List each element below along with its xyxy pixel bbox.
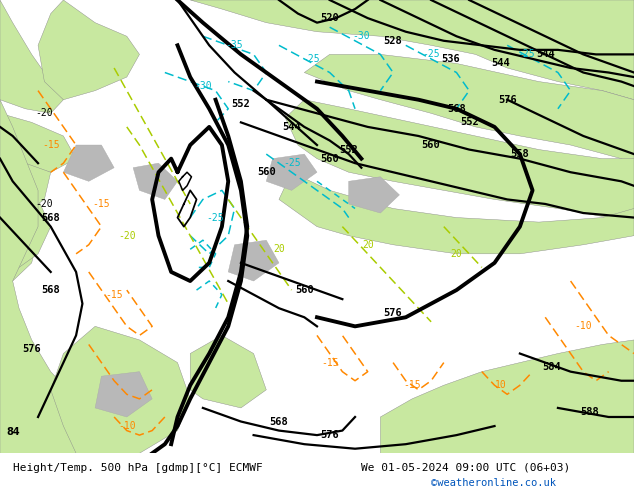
Text: -25: -25 [517,49,535,59]
Polygon shape [304,54,634,168]
Polygon shape [133,163,178,199]
Text: 544: 544 [491,58,510,69]
Text: 560: 560 [257,167,276,177]
Text: 584: 584 [542,362,561,372]
Text: 576: 576 [498,95,517,105]
Text: -25: -25 [422,49,440,59]
Text: -30: -30 [194,81,212,91]
Text: -20: -20 [36,108,53,118]
Text: -30: -30 [353,31,370,41]
Text: 558: 558 [510,149,529,159]
Polygon shape [349,177,399,213]
Text: We 01-05-2024 09:00 UTC (06+03): We 01-05-2024 09:00 UTC (06+03) [361,463,571,473]
Polygon shape [190,0,634,99]
Text: 544: 544 [536,49,555,59]
Polygon shape [38,0,139,99]
Text: 20: 20 [273,245,285,254]
Text: Height/Temp. 500 hPa [gdmp][°C] ECMWF: Height/Temp. 500 hPa [gdmp][°C] ECMWF [13,463,262,473]
Text: 560: 560 [320,154,339,164]
Polygon shape [285,99,634,218]
Text: 560: 560 [295,285,314,295]
Text: 568: 568 [41,285,60,295]
Text: 552: 552 [460,118,479,127]
Polygon shape [0,99,95,453]
Text: 568: 568 [41,213,60,222]
Text: 560: 560 [422,140,441,150]
Text: -25: -25 [207,213,224,222]
Text: -20: -20 [118,231,136,241]
Text: 544: 544 [282,122,301,132]
Text: -15: -15 [93,199,110,209]
Polygon shape [0,172,51,281]
Text: 568: 568 [269,416,288,426]
Polygon shape [190,335,266,408]
Text: -15: -15 [42,140,60,150]
Text: 552: 552 [339,145,358,154]
Polygon shape [380,340,634,453]
Polygon shape [266,154,317,191]
Polygon shape [279,172,634,254]
Text: 576: 576 [320,430,339,440]
Text: 576: 576 [22,344,41,354]
Text: -10: -10 [118,421,136,431]
Polygon shape [0,204,38,294]
Text: ©weatheronline.co.uk: ©weatheronline.co.uk [431,478,556,488]
Text: 520: 520 [320,13,339,23]
Text: -10: -10 [574,321,592,331]
Text: -25: -25 [302,54,320,64]
Text: 552: 552 [231,99,250,109]
Text: 528: 528 [384,36,403,46]
Text: -15: -15 [105,290,123,299]
Polygon shape [51,326,190,453]
Text: 10: 10 [495,380,507,390]
Text: 588: 588 [580,408,599,417]
Text: -15: -15 [321,358,339,368]
Polygon shape [0,113,76,172]
Text: -15: -15 [403,380,421,390]
Polygon shape [0,145,51,226]
Text: 576: 576 [384,308,403,318]
Text: 20: 20 [451,249,462,259]
Text: 568: 568 [447,104,466,114]
Text: 536: 536 [441,54,460,64]
Polygon shape [228,240,279,281]
Polygon shape [95,371,152,417]
Polygon shape [63,145,114,181]
Text: 20: 20 [362,240,373,250]
Polygon shape [0,0,63,113]
Text: -35: -35 [226,40,243,50]
Text: -20: -20 [36,199,53,209]
Text: -25: -25 [283,158,301,168]
Text: 84: 84 [6,427,20,437]
